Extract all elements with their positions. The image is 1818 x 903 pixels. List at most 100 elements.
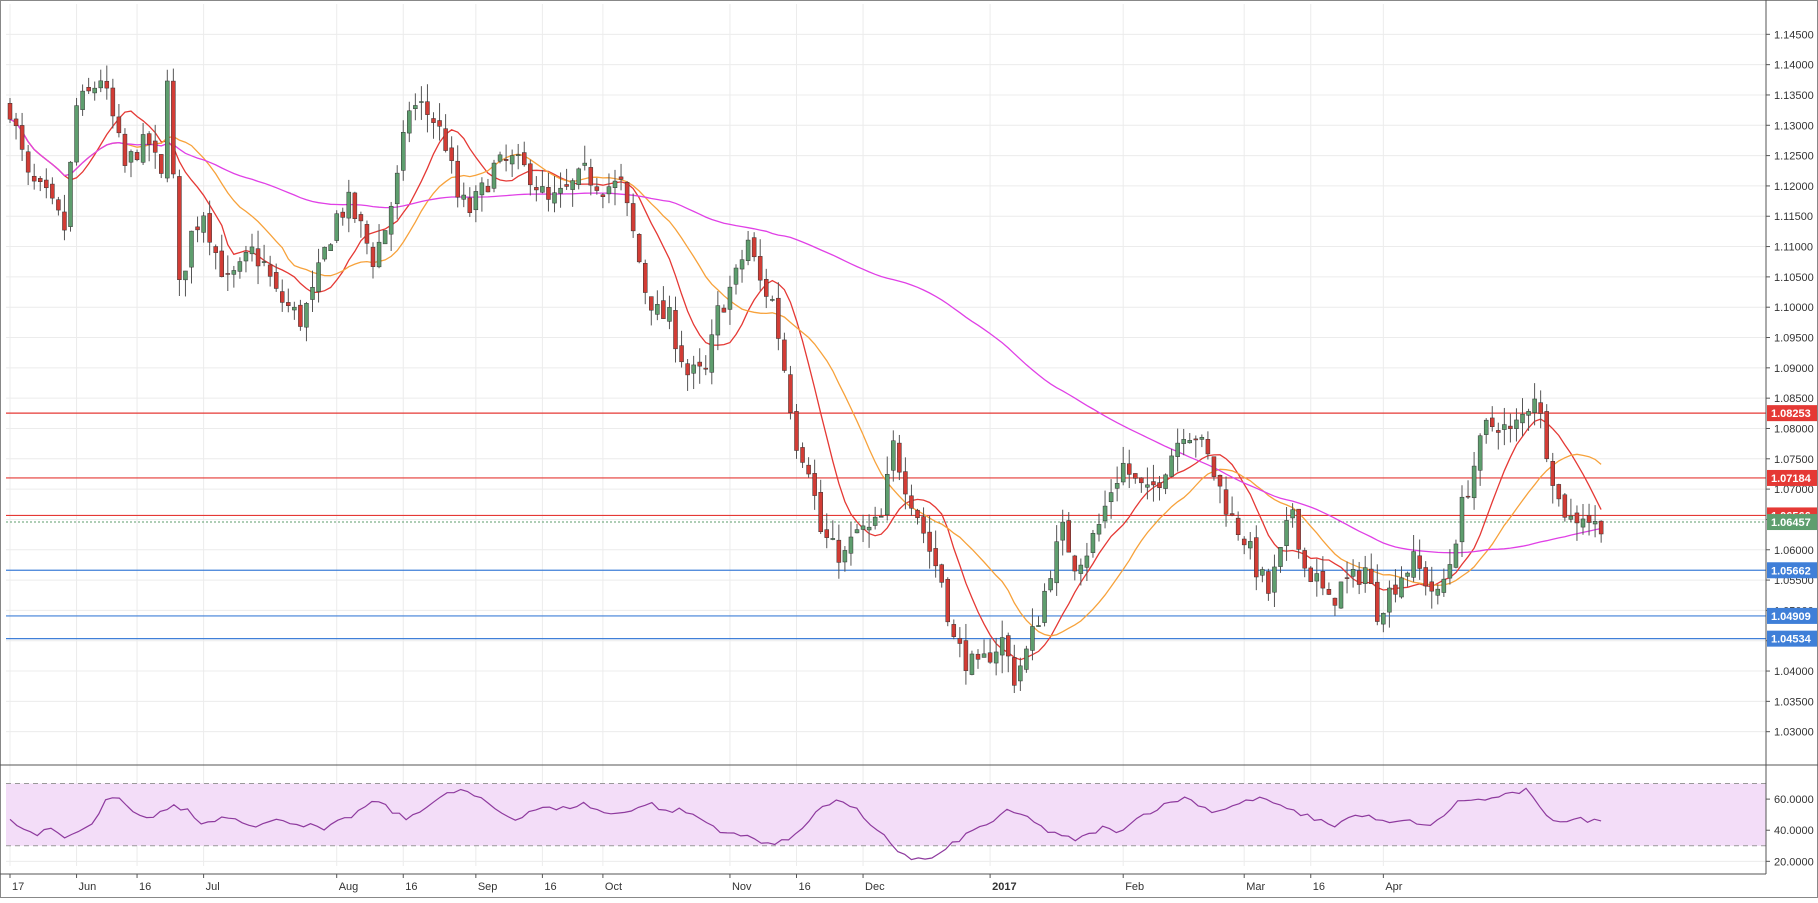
candle-body bbox=[939, 564, 944, 583]
candle bbox=[1127, 449, 1132, 489]
y-tick-label: 1.09000 bbox=[1774, 363, 1814, 375]
candle bbox=[1356, 561, 1362, 595]
candle-body bbox=[745, 239, 751, 261]
candle bbox=[1151, 464, 1156, 502]
candle-body bbox=[267, 264, 273, 277]
candle bbox=[1369, 553, 1374, 584]
candle bbox=[1078, 558, 1084, 586]
candle bbox=[1108, 479, 1114, 519]
candle-body bbox=[1447, 564, 1453, 579]
x-tick-label: Nov bbox=[732, 881, 752, 893]
candle-body bbox=[1423, 567, 1428, 587]
candle-body bbox=[92, 87, 97, 94]
candle bbox=[721, 304, 727, 313]
candle bbox=[152, 124, 158, 169]
candle-body bbox=[310, 286, 315, 300]
candle bbox=[806, 457, 811, 478]
price-badge-label: 1.08253 bbox=[1771, 408, 1811, 420]
candle-body bbox=[62, 211, 67, 231]
candle bbox=[860, 514, 866, 543]
candle bbox=[1024, 645, 1029, 673]
candle bbox=[1580, 504, 1586, 535]
candle bbox=[165, 69, 170, 183]
candle-body bbox=[225, 273, 231, 275]
candle-body bbox=[1248, 541, 1253, 549]
candle-body bbox=[1163, 474, 1168, 489]
candle bbox=[1248, 531, 1253, 560]
candle bbox=[1411, 535, 1416, 582]
candle-body bbox=[128, 151, 134, 163]
candle-body bbox=[709, 334, 715, 373]
candle bbox=[933, 530, 938, 578]
candle-body bbox=[1465, 495, 1471, 498]
candle-body bbox=[370, 246, 376, 267]
candle bbox=[745, 230, 751, 266]
osc-tick-label: 60.0000 bbox=[1774, 794, 1814, 806]
candle bbox=[1544, 404, 1549, 463]
price-badge-label: 1.06457 bbox=[1771, 517, 1811, 529]
candle-body bbox=[110, 87, 116, 117]
candle bbox=[1308, 566, 1313, 583]
candle-body bbox=[1356, 570, 1362, 585]
candle bbox=[1453, 539, 1459, 569]
candle-body bbox=[1338, 581, 1344, 609]
candle-body bbox=[340, 211, 345, 218]
candle bbox=[842, 546, 848, 572]
candle-body bbox=[80, 90, 85, 110]
candle bbox=[1423, 561, 1428, 596]
candle bbox=[7, 97, 13, 124]
candle bbox=[576, 167, 581, 190]
candle-body bbox=[1181, 439, 1186, 444]
candle-body bbox=[1526, 411, 1531, 416]
x-tick-label: 16 bbox=[799, 881, 811, 893]
candle-body bbox=[328, 244, 333, 252]
candle-body bbox=[1417, 555, 1422, 569]
candle-body bbox=[630, 203, 636, 232]
candle-body bbox=[134, 152, 140, 161]
candle bbox=[1066, 512, 1071, 553]
candle-body bbox=[1556, 484, 1562, 500]
candle-body bbox=[1139, 477, 1144, 484]
candle-body bbox=[140, 134, 146, 163]
horizontal-levels[interactable] bbox=[6, 412, 1766, 640]
candle bbox=[1362, 555, 1368, 593]
ma-line-10 bbox=[9, 110, 1602, 661]
candle bbox=[1072, 554, 1078, 581]
candle-body bbox=[739, 259, 745, 270]
candle bbox=[310, 270, 315, 312]
x-tick-label: 16 bbox=[405, 881, 417, 893]
candle-body bbox=[1157, 482, 1162, 489]
candle-body bbox=[1217, 474, 1223, 487]
candle bbox=[19, 112, 25, 161]
candle-body bbox=[255, 248, 261, 267]
candle-body bbox=[679, 345, 684, 363]
candle-body bbox=[818, 492, 823, 533]
candle bbox=[292, 301, 297, 320]
candle-body bbox=[195, 226, 200, 231]
candle-body bbox=[1592, 521, 1598, 525]
y-tick-label: 1.10500 bbox=[1774, 272, 1814, 284]
candle-body bbox=[491, 162, 497, 189]
candle bbox=[56, 196, 61, 216]
candle-body bbox=[1483, 419, 1489, 435]
candle bbox=[1254, 525, 1259, 591]
osc-band-fill bbox=[6, 783, 1766, 846]
candle bbox=[461, 182, 466, 208]
candle bbox=[582, 145, 587, 171]
candle-body bbox=[38, 178, 43, 182]
candle-body bbox=[697, 361, 702, 367]
candle bbox=[280, 279, 285, 312]
candle-body bbox=[1223, 489, 1229, 515]
candle bbox=[134, 149, 140, 162]
candle-body bbox=[7, 103, 13, 120]
candle-body bbox=[437, 120, 442, 127]
price-badge-bg bbox=[1767, 469, 1817, 486]
candle bbox=[1223, 476, 1229, 527]
candle-body bbox=[993, 651, 999, 664]
candle-body bbox=[146, 133, 152, 145]
candle-body bbox=[44, 179, 49, 189]
candle bbox=[68, 161, 73, 232]
